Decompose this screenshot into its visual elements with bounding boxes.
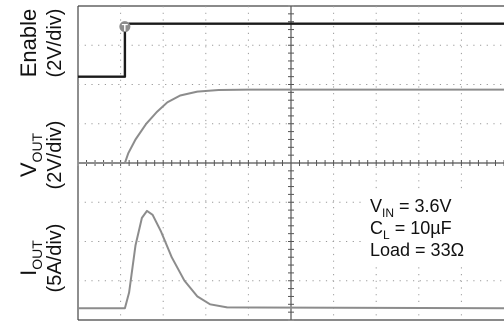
channel-name-vout: V bbox=[16, 162, 41, 177]
channel-label-vout: VOUT bbox=[16, 132, 45, 177]
annotation-cl-base: C bbox=[370, 218, 383, 238]
channel-name-iout: I bbox=[16, 270, 41, 276]
annotation-vin-sub: IN bbox=[382, 206, 394, 220]
channel-name-enable: Enable bbox=[16, 9, 41, 78]
trace-i-out bbox=[78, 209, 504, 310]
channel-scale-vout: (2V/div) bbox=[44, 121, 66, 190]
annotation-vin-base: V bbox=[370, 196, 382, 216]
annotation-background bbox=[366, 192, 504, 262]
annotation-vin: VIN = 3.6V bbox=[370, 196, 452, 220]
channel-subscript-vout: OUT bbox=[29, 132, 45, 162]
annotation-cl-sub: L bbox=[383, 228, 390, 242]
annotation-cl: CL = 10µF bbox=[370, 218, 452, 242]
trace-enable bbox=[78, 22, 504, 78]
trigger-marker bbox=[119, 21, 131, 33]
channel-scale-iout: (5A/div) bbox=[44, 224, 66, 293]
annotation-cl-value: = 10µF bbox=[390, 218, 452, 238]
trigger-marker-label: T bbox=[122, 23, 128, 34]
annotation-vin-value: = 3.6V bbox=[394, 196, 452, 216]
annotation-load-text: Load = 33Ω bbox=[370, 240, 464, 260]
channel-scale-enable: (2V/div) bbox=[44, 9, 66, 78]
plot-grid bbox=[77, 5, 504, 321]
channel-subscript-iout: OUT bbox=[29, 240, 45, 270]
channel-label-iout: IOUT bbox=[16, 240, 45, 276]
annotation-load: Load = 33Ω bbox=[370, 240, 464, 260]
plot-traces: T bbox=[78, 21, 504, 310]
channel-label-enable: Enable bbox=[16, 9, 41, 78]
trace-v-out bbox=[78, 88, 504, 164]
